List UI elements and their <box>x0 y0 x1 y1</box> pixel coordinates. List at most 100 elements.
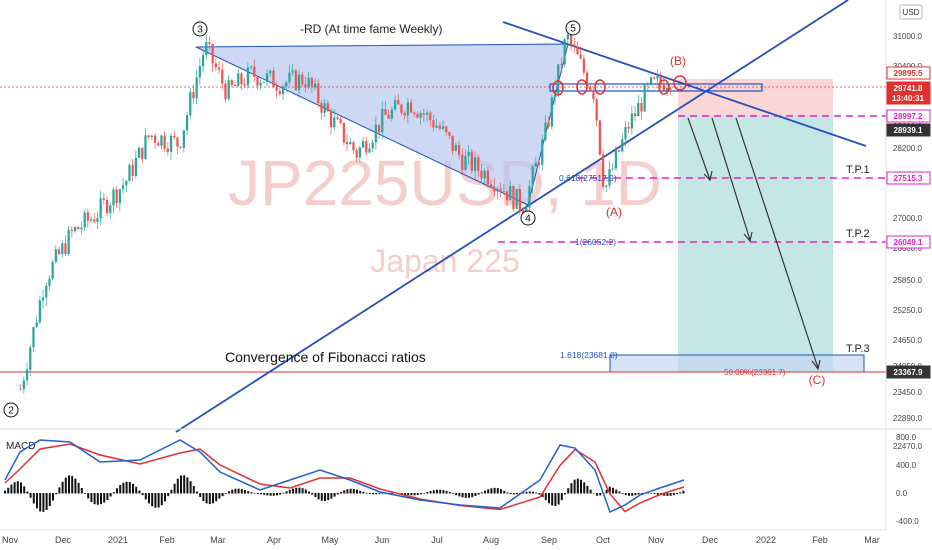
macd-bar <box>512 493 515 495</box>
candle <box>448 131 451 139</box>
candle <box>595 98 598 127</box>
macd-bar <box>260 493 262 495</box>
candle <box>48 275 51 291</box>
macd-bar <box>173 483 176 494</box>
macd-bar <box>282 492 285 494</box>
candle <box>29 345 32 377</box>
price-badges: 29895.5 29741.813:40:31 28997.2 28939.1 2751… <box>886 66 931 379</box>
candle <box>611 163 614 171</box>
candle <box>294 68 297 92</box>
macd-bar <box>196 491 198 494</box>
macd-bar <box>330 493 333 499</box>
candle <box>326 100 329 112</box>
candle <box>243 78 246 89</box>
candle <box>269 69 272 77</box>
candle <box>128 162 131 182</box>
resistance-trendline <box>502 21 867 147</box>
candle <box>310 76 313 94</box>
candle <box>464 149 467 171</box>
macd-bar <box>212 493 214 504</box>
candle <box>166 142 169 156</box>
macd-bar <box>52 493 54 501</box>
candle <box>301 71 304 88</box>
macd-bar <box>311 493 314 495</box>
macd-bar <box>672 493 675 496</box>
candle <box>329 108 333 135</box>
candle <box>208 36 211 51</box>
macd-bar <box>276 493 278 496</box>
candle <box>624 121 627 147</box>
macd-bar <box>244 490 246 494</box>
macd-bar <box>167 493 170 497</box>
macd-bar <box>317 493 320 500</box>
candle <box>275 81 278 98</box>
macd-bar <box>333 493 336 497</box>
macd-bar <box>535 492 538 494</box>
candle <box>317 78 320 108</box>
candle <box>233 82 237 87</box>
candle <box>134 150 137 178</box>
macd-bar <box>154 493 157 508</box>
candle <box>409 99 413 114</box>
macd-line <box>4 439 685 514</box>
candle <box>336 113 339 120</box>
candle <box>512 184 515 212</box>
macd-bar <box>362 491 365 494</box>
macd-bar <box>298 487 301 494</box>
candle <box>182 130 185 153</box>
candle <box>153 133 157 150</box>
candle <box>355 148 358 162</box>
candle <box>387 109 390 120</box>
macd-bar <box>560 493 563 501</box>
candle <box>384 101 387 115</box>
macd-bar <box>640 493 643 494</box>
macd-bar <box>189 481 192 494</box>
candle <box>400 103 403 116</box>
macd-bar <box>356 489 358 494</box>
candle <box>99 190 102 226</box>
macd-bar <box>548 493 550 504</box>
macd-bar <box>452 493 454 494</box>
candle <box>390 106 393 122</box>
macd-bar <box>263 493 266 495</box>
svg-text:29741.8: 29741.8 <box>894 84 923 93</box>
macd-tick: -400.0 <box>896 517 919 526</box>
macd-tick: 0.0 <box>896 489 908 498</box>
candle <box>333 109 336 131</box>
macd-bar <box>416 493 419 495</box>
candle <box>553 92 557 105</box>
macd-bar <box>461 493 464 498</box>
macd-bar <box>448 491 451 494</box>
macd-bar <box>592 493 595 494</box>
candle <box>144 128 147 161</box>
candle <box>150 135 153 141</box>
candle <box>377 124 381 140</box>
time-tick: Dec <box>702 535 719 545</box>
candle <box>560 57 563 73</box>
candle <box>550 94 553 130</box>
candle <box>285 80 288 92</box>
macd-bar <box>340 491 342 494</box>
candle <box>518 184 521 216</box>
candle <box>496 186 499 200</box>
macd-bar <box>532 491 534 494</box>
candle <box>541 134 544 172</box>
macd-bar <box>138 490 141 494</box>
time-tick: Feb <box>159 535 175 545</box>
candle <box>576 41 579 55</box>
macd-bar <box>135 486 138 494</box>
macd-bar <box>682 490 685 494</box>
candle <box>201 50 205 73</box>
macd-bar <box>45 493 48 510</box>
macd-bar <box>589 489 592 494</box>
macd-bar <box>666 493 669 496</box>
candle <box>297 69 301 99</box>
macd-bar <box>541 493 544 497</box>
candle <box>291 63 294 77</box>
macd-bar <box>132 483 134 494</box>
macd-bar <box>490 488 493 494</box>
macd-bar <box>656 493 659 495</box>
macd-bar <box>679 492 682 494</box>
macd-bar <box>68 475 70 494</box>
